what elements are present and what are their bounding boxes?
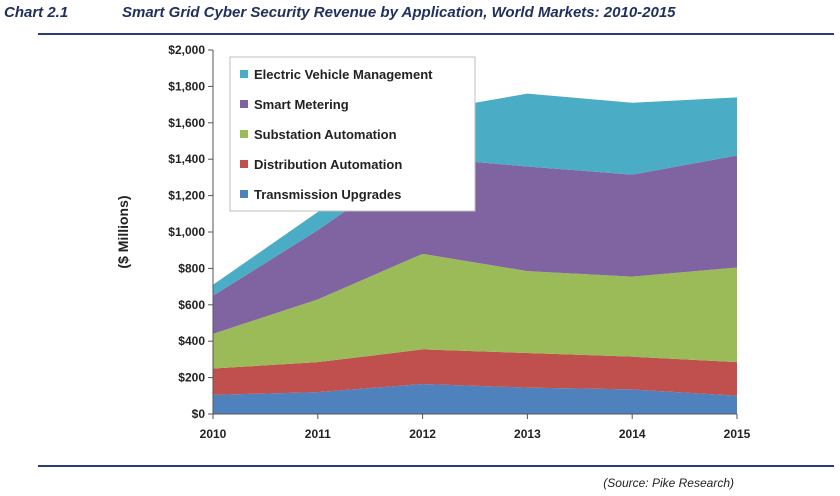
legend-label-smart-metering: Smart Metering: [254, 97, 349, 112]
y-tick-label: $800: [178, 261, 205, 275]
area-transmission-upgrades: [213, 383, 737, 414]
y-tick-label: $600: [178, 298, 205, 312]
y-axis-label: ($ Millions): [115, 195, 131, 268]
x-tick-label: 2013: [514, 427, 541, 441]
x-tick-label: 2014: [619, 427, 646, 441]
y-tick-label: $0: [192, 407, 206, 421]
legend-label-substation-automation: Substation Automation: [254, 127, 397, 142]
y-tick-label: $200: [178, 371, 205, 385]
y-tick-label: $1,600: [168, 116, 205, 130]
y-tick-label: $1,400: [168, 152, 205, 166]
x-tick-label: 2015: [724, 427, 751, 441]
legend-label-electric-vehicle-management: Electric Vehicle Management: [254, 67, 433, 82]
area-distribution-automation: [213, 349, 737, 396]
legend-label-distribution-automation: Distribution Automation: [254, 157, 402, 172]
y-tick-label: $400: [178, 334, 205, 348]
legend-swatch-transmission-upgrades: [240, 190, 248, 198]
area-electric-vehicle-management: [213, 93, 737, 296]
y-tick-label: $1,000: [168, 225, 205, 239]
x-tick-label: 2011: [305, 427, 331, 441]
y-tick-label: $1,800: [168, 79, 205, 93]
area-smart-metering: [213, 155, 737, 334]
legend-swatch-distribution-automation: [240, 160, 248, 168]
legend-box: [229, 56, 476, 212]
legend: Electric Vehicle Management Smart Meterin…: [229, 56, 476, 212]
legend-swatch-electric-vehicle-management: [240, 70, 248, 78]
x-tick-label: 2010: [200, 427, 227, 441]
chart-title: Smart Grid Cyber Security Revenue by App…: [122, 4, 676, 21]
y-tick-label: $2,000: [168, 43, 205, 57]
area-series-group: [213, 93, 737, 414]
chart-number: Chart 2.1: [4, 4, 69, 21]
area-substation-automation: [213, 253, 737, 369]
legend-swatch-substation-automation: [240, 130, 248, 138]
footer-rule: [38, 465, 834, 467]
header-rule: [38, 33, 834, 35]
legend-label-transmission-upgrades: Transmission Upgrades: [254, 187, 401, 202]
axes: $0 $200 $400 $600 $800 $1,000 $1,200 $1,400 $1,6…: [115, 43, 751, 441]
y-tick-label: $1,200: [168, 189, 205, 203]
source-note: (Source: Pike Research): [603, 476, 734, 490]
legend-swatch-smart-metering: [240, 100, 248, 108]
x-tick-label: 2012: [409, 427, 436, 441]
